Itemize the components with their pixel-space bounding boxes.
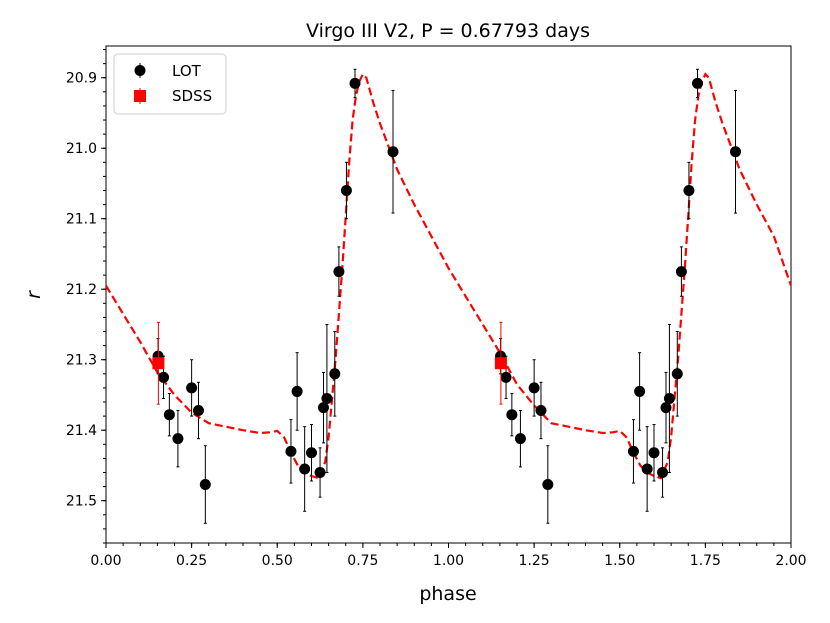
lot-point [192,404,204,416]
lot-point [506,409,518,421]
lot-point [299,463,311,475]
y-axis-ticks: 20.9 21.0 21.1 21.2 21.3 21.4 21.5 [66,71,106,510]
sdss-point [152,357,165,370]
lot-point [663,392,675,404]
lot-point [514,433,526,445]
lot-point [675,266,687,278]
x-tick-label: 1.50 [604,553,635,569]
lot-point [648,447,660,459]
sdss-point [494,357,507,370]
y-axis-label: r [23,290,45,299]
x-tick-label: 0.25 [176,553,207,569]
y-tick-label: 21.1 [66,212,97,228]
chart-title: Virgo III V2, P = 0.67793 days [306,20,590,42]
lot-point [683,185,695,197]
y-tick-label: 21.2 [66,282,97,298]
x-tick-label: 0.00 [90,553,121,569]
template-curve [106,72,791,480]
lot-point [285,445,297,457]
lot-point [291,385,303,397]
data-points [152,68,742,524]
x-axis-ticks: 0.00 0.25 0.50 0.75 1.00 1.25 1.50 1.75 2.00 [90,543,807,569]
lot-point [634,385,646,397]
x-tick-label: 1.25 [519,553,550,569]
x-tick-label: 0.50 [262,553,293,569]
lot-point [542,478,554,490]
lot-point [172,433,184,445]
lot-point [528,382,540,394]
x-tick-label: 1.00 [433,553,464,569]
y-tick-label: 20.9 [66,71,97,87]
lot-point [321,392,333,404]
lot-point [660,402,672,414]
plot-frame [105,45,792,544]
lot-point [329,368,341,380]
lot-point [317,402,329,414]
x-axis-label: phase [419,583,476,605]
lot-point [186,382,198,394]
minor-ticks [103,49,792,546]
y-tick-label: 21.4 [66,423,97,439]
lot-point [314,467,326,479]
lot-point [199,478,211,490]
x-tick-label: 2.00 [775,553,806,569]
legend-sdss-label: SDSS [172,87,212,105]
lot-point [340,185,352,197]
lot-point [627,445,639,457]
lot-point [535,404,547,416]
x-tick-label: 0.75 [347,553,378,569]
y-tick-label: 21.0 [66,141,97,157]
legend: LOT SDSS [113,53,227,115]
lot-point [671,368,683,380]
legend-lot-label: LOT [172,62,202,80]
lot-point [657,467,669,479]
y-tick-label: 21.5 [66,494,97,510]
x-tick-label: 1.75 [690,553,721,569]
lot-point [349,77,361,89]
y-tick-label: 21.3 [66,353,97,369]
lot-point [333,266,345,278]
lot-point [641,463,653,475]
lot-point [500,371,512,383]
legend-sdss-marker [134,90,146,102]
lot-point [691,77,703,89]
legend-lot-marker [134,65,146,76]
lot-point [387,146,399,158]
lot-point [158,371,170,383]
lot-point [306,447,317,459]
lot-point [730,146,742,158]
lot-point [163,409,175,421]
legend-box [113,53,227,115]
